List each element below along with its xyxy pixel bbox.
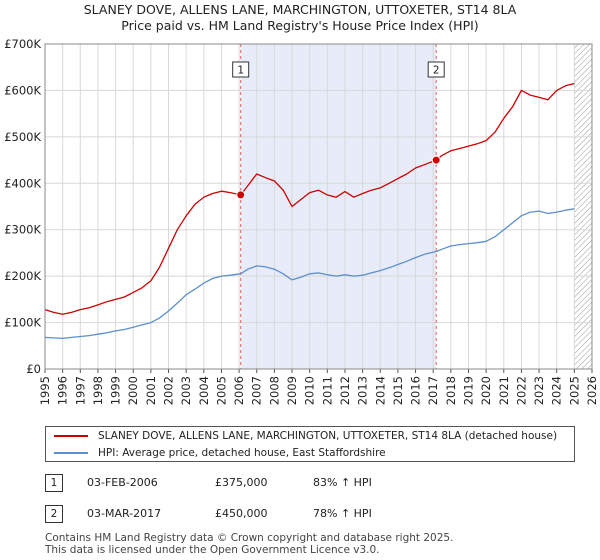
x-tick-label: 1996 — [56, 376, 70, 405]
legend-label-hpi: HPI: Average price, detached house, East… — [98, 447, 386, 459]
x-tick-label: 2021 — [497, 376, 511, 405]
x-tick-label: 2024 — [550, 376, 564, 405]
x-tick-label: 2003 — [179, 376, 193, 405]
x-tick-label: 2015 — [391, 376, 405, 405]
y-tick-label: £0 — [26, 362, 41, 376]
legend-swatch-property — [54, 435, 88, 437]
chart-title: SLANEY DOVE, ALLENS LANE, MARCHINGTON, U… — [0, 2, 600, 34]
x-tick-label: 2019 — [461, 376, 475, 405]
sale-marker-label: 1 — [237, 65, 244, 77]
y-tick-label: £100K — [4, 316, 41, 330]
x-tick-label: 2000 — [126, 376, 140, 405]
sale-marker-box — [232, 61, 250, 78]
y-tick-label: £700K — [4, 37, 41, 51]
sale-point — [431, 155, 441, 165]
x-tick-label: 2013 — [356, 376, 370, 405]
x-tick-label: 2020 — [479, 376, 493, 405]
sale-date: 03-MAR-2017 — [87, 507, 162, 520]
y-tick-label: £400K — [4, 176, 41, 190]
hpi-line — [44, 208, 575, 340]
price-chart: 1 2 £0 £100K £200K £300K £400K £500K £600K £700K… — [4, 37, 599, 405]
sale-number-badge: 1 — [45, 474, 63, 492]
sale-number-badge: 2 — [45, 505, 63, 523]
x-tick-label: 2010 — [303, 376, 317, 405]
x-tick-label: 2011 — [320, 376, 334, 405]
legend-label-property: SLANEY DOVE, ALLENS LANE, MARCHINGTON, U… — [98, 430, 558, 442]
y-tick-label: £300K — [4, 223, 41, 237]
chart-title-line-2: Price paid vs. HM Land Registry's House … — [121, 18, 479, 33]
footer-attribution: Contains HM Land Registry data © Crown c… — [45, 532, 453, 556]
y-tick-label: £500K — [4, 130, 41, 144]
x-tick-label: 1995 — [38, 376, 52, 405]
ownership-period-band — [240, 44, 437, 369]
x-tick-label: 2014 — [373, 376, 387, 405]
property-price-line — [44, 82, 575, 315]
plot-frame — [44, 43, 593, 370]
sale-price: £450,000 — [215, 507, 268, 520]
x-tick-label: 2016 — [409, 376, 423, 405]
sale-hpi-change: 83% ↑ HPI — [313, 476, 372, 489]
sale-marker-box — [427, 61, 445, 78]
footer-line-2: This data is licensed under the Open Gov… — [45, 544, 380, 556]
sale-price: £375,000 — [215, 476, 268, 489]
x-tick-label: 2002 — [162, 376, 176, 405]
sale-point — [236, 190, 246, 200]
legend-swatch-hpi — [54, 452, 88, 454]
x-tick-label: 2004 — [197, 376, 211, 405]
x-tick-label: 2012 — [338, 376, 352, 405]
x-tick-label: 1999 — [109, 376, 123, 405]
x-tick-label: 1998 — [91, 376, 105, 405]
y-tick-label: £600K — [4, 83, 41, 97]
x-tick-label: 2008 — [267, 376, 281, 405]
forecast-hatched-area — [574, 44, 592, 369]
chart-legend: SLANEY DOVE, ALLENS LANE, MARCHINGTON, U… — [45, 426, 575, 462]
x-tick-label: 2017 — [426, 376, 440, 405]
chart-title-line-1: SLANEY DOVE, ALLENS LANE, MARCHINGTON, U… — [83, 2, 517, 17]
x-tick-label: 2006 — [232, 376, 246, 405]
x-tick-label: 2001 — [144, 376, 158, 405]
footer-line-1: Contains HM Land Registry data © Crown c… — [45, 532, 454, 544]
x-tick-label: 1997 — [73, 376, 87, 405]
sale-date: 03-FEB-2006 — [87, 476, 158, 489]
x-tick-label: 2026 — [585, 376, 599, 405]
y-tick-label: £200K — [4, 269, 41, 283]
x-tick-label: 2023 — [532, 376, 546, 405]
x-tick-label: 2018 — [444, 376, 458, 405]
sale-marker-label: 2 — [433, 65, 440, 77]
x-tick-label: 2005 — [214, 376, 228, 405]
x-tick-label: 2025 — [567, 376, 581, 405]
sale-hpi-change: 78% ↑ HPI — [313, 507, 372, 520]
x-tick-label: 2022 — [514, 376, 528, 405]
x-tick-label: 2007 — [250, 376, 264, 405]
x-tick-label: 2009 — [285, 376, 299, 405]
